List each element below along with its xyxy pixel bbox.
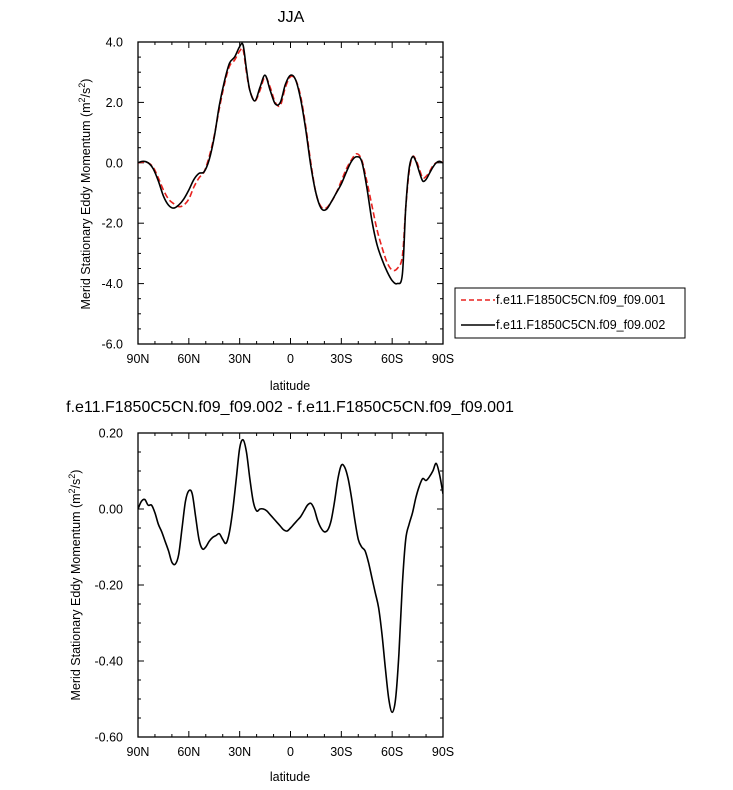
top-chart-title: JJA [278,9,305,26]
bottom-y-tick-label: -0.60 [95,731,124,745]
bottom-x-tick-label: 60N [177,745,200,759]
top-y-tick-label: 2.0 [106,96,123,110]
bottom-x-tick-label: 60S [381,745,403,759]
top-x-tick-label: 90N [127,352,150,366]
legend-box [454,287,686,339]
top-y-tick-label: 4.0 [106,36,123,50]
top-plot-area: 90N 60N 30N 0 30S 60S 90S 4.0 2.0 0.0 -2.0 -4.0 -6.0 [101,36,454,367]
top-y-axis-title: Merid Stationary Eddy Momentum (m2/s2) [77,79,93,310]
top-x-tick-label: 90S [432,352,454,366]
top-x-tick-label: 60S [381,352,403,366]
legend-label-series-002: f.e11.F1850C5CN.f09_f09.002 [496,318,665,332]
bottom-panel: f.e11.F1850C5CN.f09_f09.002 - f.e11.F185… [66,399,514,784]
bottom-plot-frame [137,432,444,738]
bottom-chart-title: f.e11.F1850C5CN.f09_f09.002 - f.e11.F185… [66,399,514,416]
top-x-tick-label: 30S [330,352,352,366]
top-x-axis-title: latitude [270,379,310,393]
top-y-tick-label: 0.0 [106,156,123,170]
top-plot-frame [137,41,444,345]
top-x-tick-label: 0 [287,352,294,366]
bottom-x-axis-title: latitude [270,770,310,784]
bottom-y-axis-title: Merid Stationary Eddy Momentum (m2/s2) [67,470,83,701]
bottom-y-tick-label: -0.40 [95,655,124,669]
top-x-tick-label: 30N [228,352,251,366]
bottom-x-tick-label: 0 [287,745,294,759]
top-series-line-1 [138,47,443,272]
bottom-y-tick-label: 0.00 [99,503,123,517]
top-series-line-2 [138,42,443,285]
bottom-y-tick-label: -0.20 [95,579,124,593]
top-panel: JJA 90N 60N 30N 0 30S 60S 90S 4.0 2.0 0.0 -2.0 -4.0… [77,9,454,393]
top-x-tick-label: 60N [177,352,200,366]
bottom-y-tick-label: 0.20 [99,427,123,441]
bottom-x-tick-label: 30S [330,745,352,759]
bottom-plot-area: 90N 60N 30N 0 30S 60S 90S 0.20 0.00 -0.20 -0.40 -0.… [95,427,455,760]
top-y-tick-label: -2.0 [101,217,123,231]
bottom-series-line-1 [138,438,443,714]
bottom-x-tick-label: 30N [228,745,251,759]
bottom-x-tick-label: 90S [432,745,454,759]
legend: f.e11.F1850C5CN.f09_f09.001 f.e11.F1850C… [454,287,686,339]
bottom-x-tick-label: 90N [127,745,150,759]
top-y-tick-label: -4.0 [101,277,123,291]
legend-label-series-001: f.e11.F1850C5CN.f09_f09.001 [496,293,665,307]
top-y-tick-label: -6.0 [101,338,123,352]
